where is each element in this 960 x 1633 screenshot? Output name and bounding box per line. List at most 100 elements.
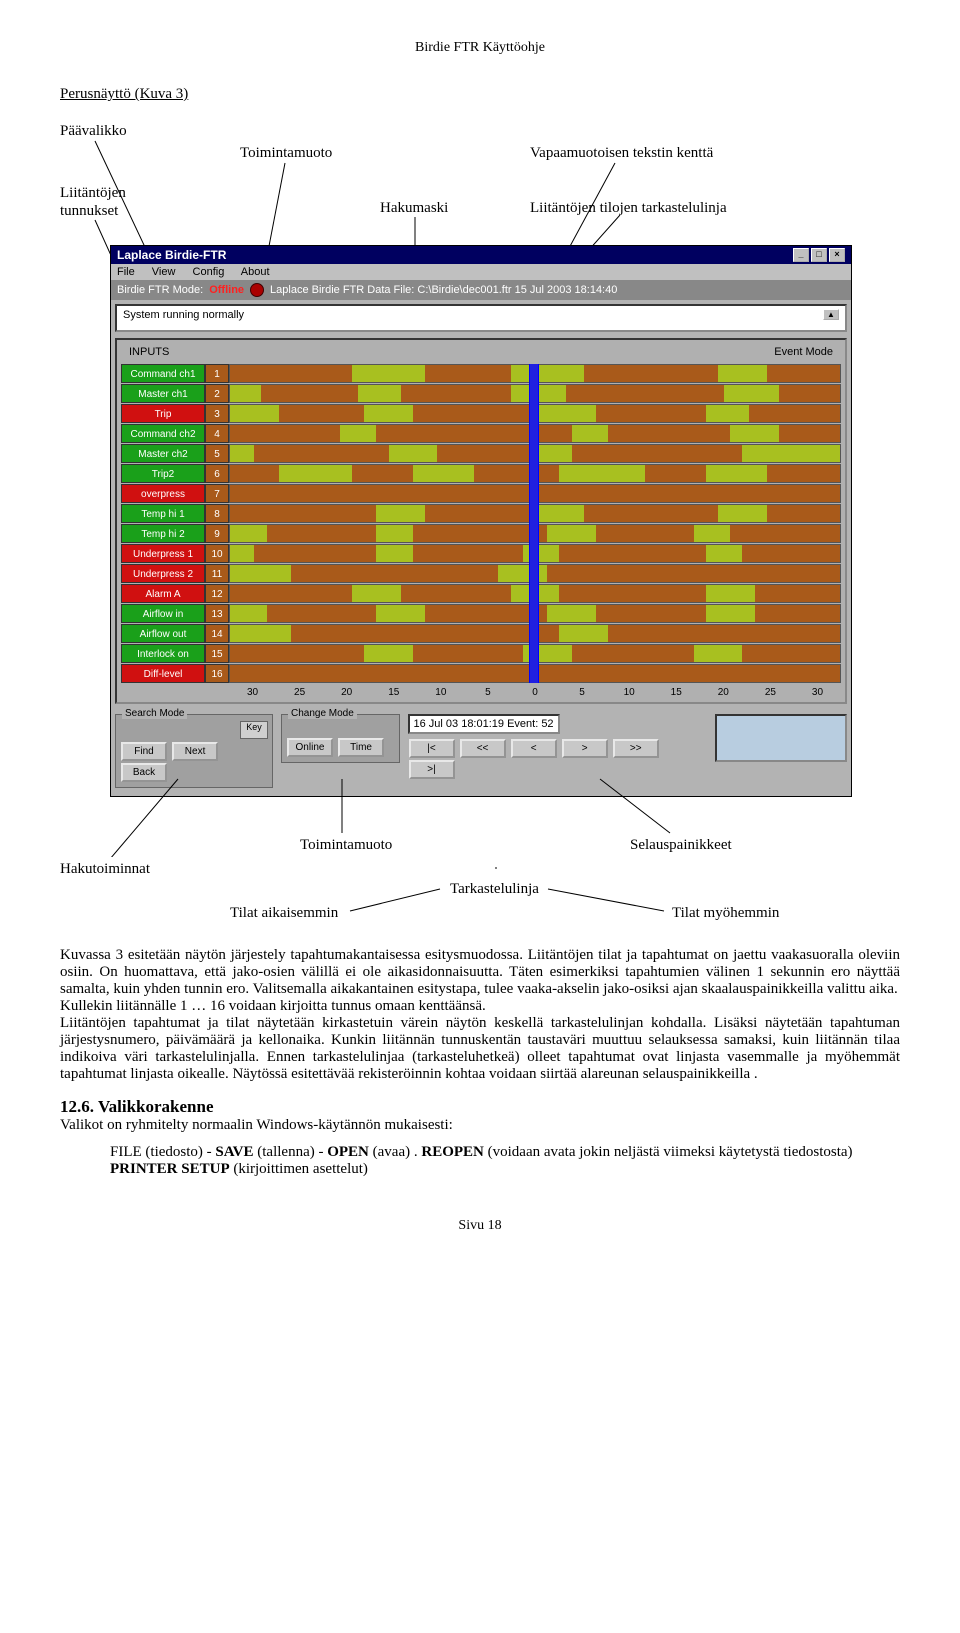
row-label[interactable]: Underpress 2	[121, 564, 205, 583]
menu-config[interactable]: Config	[193, 266, 225, 278]
row-label[interactable]: Interlock on	[121, 644, 205, 663]
footer-page: Sivu 18	[60, 1218, 900, 1234]
label-liit-tunn-1: Liitäntöjen	[60, 185, 126, 202]
chart-row: Airflow out14	[121, 624, 841, 643]
paragraph-4: Valikot on ryhmitelty normaalin Windows-…	[60, 1117, 900, 1134]
chart-row: Underpress 211	[121, 564, 841, 583]
row-label[interactable]: Trip	[121, 404, 205, 423]
row-number: 11	[205, 564, 229, 583]
menubar: File View Config About	[111, 264, 851, 280]
segment	[376, 425, 571, 442]
label-hakutoiminnat: Hakutoiminnat	[60, 861, 150, 878]
row-label[interactable]: Temp hi 2	[121, 524, 205, 543]
row-number: 12	[205, 584, 229, 603]
segment	[559, 585, 705, 602]
row-label[interactable]: Airflow out	[121, 624, 205, 643]
row-number: 1	[205, 364, 229, 383]
nav-first-button[interactable]: |<	[409, 739, 455, 758]
eventmode-label: Event Mode	[774, 346, 833, 358]
segment	[254, 445, 388, 462]
bottom-panel: Search Mode Key Find Next Back Change Mo…	[111, 706, 851, 796]
p6b: (kirjoittimen asettelut)	[230, 1161, 368, 1177]
p5d: OPEN	[327, 1144, 369, 1160]
segment	[596, 405, 706, 422]
row-label[interactable]: Underpress 1	[121, 544, 205, 563]
nav-last-button[interactable]: >|	[409, 760, 455, 779]
segment	[230, 365, 352, 382]
search-mode-title: Search Mode	[122, 708, 187, 719]
system-message: System running normally ▲	[115, 304, 847, 332]
segment	[425, 505, 535, 522]
chart-row: Temp hi 18	[121, 504, 841, 523]
chart-row: Interlock on15	[121, 644, 841, 663]
row-label[interactable]: Master ch2	[121, 444, 205, 463]
row-label[interactable]: Diff-level	[121, 664, 205, 683]
segment	[413, 405, 535, 422]
close-button[interactable]: ×	[829, 248, 845, 262]
label-toimintamuoto2: Toimintamuoto	[300, 837, 392, 854]
minimize-button[interactable]: _	[793, 248, 809, 262]
online-button[interactable]: Online	[287, 738, 333, 757]
system-message-text: System running normally	[123, 309, 244, 327]
axis-tick: 0	[511, 687, 558, 698]
segment	[279, 405, 364, 422]
find-button[interactable]: Find	[121, 742, 167, 761]
nav-next-button[interactable]: >	[562, 739, 608, 758]
row-label[interactable]: Alarm A	[121, 584, 205, 603]
row-label[interactable]: Temp hi 1	[121, 504, 205, 523]
axis-tick: 20	[700, 687, 747, 698]
chart-row: Command ch24	[121, 424, 841, 443]
segment	[425, 365, 510, 382]
paragraph-1: Kuvassa 3 esitetään näytön järjestely ta…	[60, 947, 900, 998]
row-number: 10	[205, 544, 229, 563]
page-title: Perusnäyttö (Kuva 3)	[60, 86, 900, 103]
mid-callouts: Toimintamuoto Selauspainikkeet Hakutoimi…	[60, 797, 900, 877]
segment	[767, 365, 840, 382]
segment	[779, 385, 840, 402]
menu-file[interactable]: File	[117, 266, 135, 278]
row-label[interactable]: Trip2	[121, 464, 205, 483]
chart-row: Trip26	[121, 464, 841, 483]
row-number: 13	[205, 604, 229, 623]
time-button[interactable]: Time	[338, 738, 384, 757]
axis-tick: 5	[559, 687, 606, 698]
nav-rewind-button[interactable]: <<	[460, 739, 506, 758]
nav-prev-button[interactable]: <	[511, 739, 557, 758]
row-label[interactable]: Command ch1	[121, 364, 205, 383]
app-window: Laplace Birdie-FTR _ □ × File View Confi…	[110, 245, 852, 797]
search-mode-group: Search Mode Key Find Next Back	[115, 714, 273, 788]
segment	[596, 605, 706, 622]
segment	[413, 465, 474, 482]
segment	[755, 585, 840, 602]
chart-area: INPUTS Event Mode Command ch11Master ch1…	[115, 338, 847, 704]
chart-grid: Command ch11Master ch12Trip3Command ch24…	[121, 364, 841, 683]
status-file: Laplace Birdie FTR Data File: C:\Birdie\…	[270, 284, 617, 296]
row-label[interactable]: Airflow in	[121, 604, 205, 623]
chart-row: Command ch11	[121, 364, 841, 383]
menu-view[interactable]: View	[152, 266, 176, 278]
row-number: 2	[205, 384, 229, 403]
scroll-up-icon[interactable]: ▲	[823, 309, 839, 320]
cursor-line[interactable]	[529, 364, 539, 683]
label-tilat-aik: Tilat aikaisemmin	[230, 905, 338, 922]
datetime-field[interactable]: 16 Jul 03 18:01:19 Event: 52	[408, 714, 560, 734]
row-label[interactable]: overpress	[121, 484, 205, 503]
row-number: 6	[205, 464, 229, 483]
label-liit-tunn-2: tunnukset	[60, 203, 118, 220]
time-axis: 30252015105051015202530	[121, 687, 841, 698]
row-label[interactable]: Command ch2	[121, 424, 205, 443]
row-label[interactable]: Master ch1	[121, 384, 205, 403]
nav-ffwd-button[interactable]: >>	[613, 739, 659, 758]
segment	[267, 605, 377, 622]
back-button[interactable]: Back	[121, 763, 167, 782]
segment	[230, 505, 376, 522]
maximize-button[interactable]: □	[811, 248, 827, 262]
status-led-icon	[250, 283, 264, 297]
row-number: 3	[205, 404, 229, 423]
row-number: 16	[205, 664, 229, 683]
menu-about[interactable]: About	[241, 266, 270, 278]
axis-tick: 30	[229, 687, 276, 698]
next-button[interactable]: Next	[172, 742, 218, 761]
paragraph-3: Liitäntöjen tapahtumat ja tilat näytetää…	[60, 1015, 900, 1083]
label-vapaa: Vapaamuotoisen tekstin kenttä	[530, 145, 713, 162]
